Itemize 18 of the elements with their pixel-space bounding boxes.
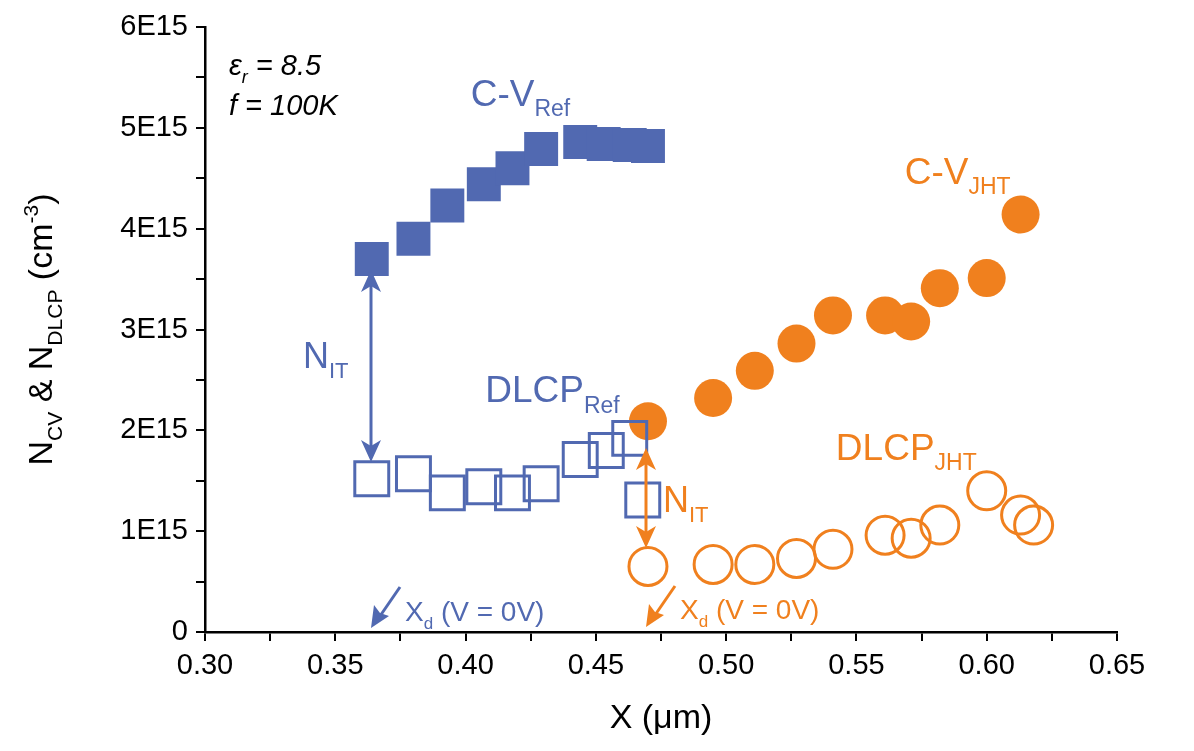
x-tick-label: 0.45 xyxy=(567,648,625,681)
x-tick-label: 0.40 xyxy=(437,648,494,681)
x-tick-label: 0.60 xyxy=(958,648,1015,681)
x-tick-label: 0.55 xyxy=(828,648,885,681)
y-tick-label: 3E15 xyxy=(120,311,188,344)
x-tick-label: 0.35 xyxy=(307,648,364,681)
y-tick-label: 6E15 xyxy=(120,9,188,41)
y-tick-label: 0 xyxy=(171,614,188,646)
annotation: f = 100K xyxy=(229,89,340,121)
y-tick-label: 1E15 xyxy=(120,513,188,546)
y-tick-label: 2E15 xyxy=(120,412,188,445)
x-axis-title: X (μm) xyxy=(609,697,713,735)
y-tick-label: 5E15 xyxy=(120,109,188,142)
x-tick-label: 0.50 xyxy=(697,648,755,681)
x-tick-label: 0.30 xyxy=(176,648,234,681)
y-axis-title: NCV & NDLCP (cm-3) xyxy=(19,193,66,466)
x-tick-label: 0.65 xyxy=(1088,648,1146,681)
y-tick-label: 4E15 xyxy=(120,210,188,243)
